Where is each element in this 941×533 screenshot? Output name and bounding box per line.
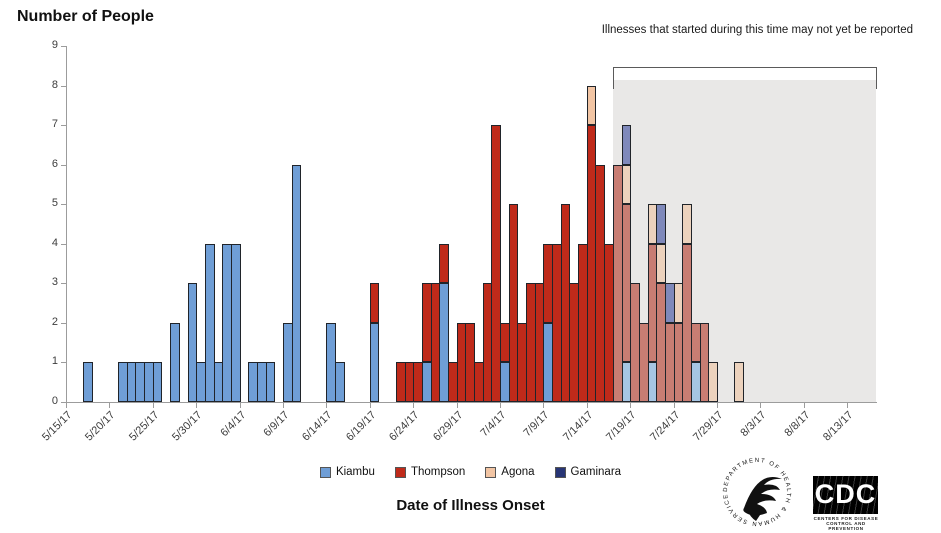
x-tick-mark xyxy=(500,403,501,408)
legend-label: Kiambu xyxy=(335,466,375,478)
y-tick-mark xyxy=(61,125,66,127)
x-axis-title: Date of Illness Onset xyxy=(396,497,545,514)
reporting-lag-bracket-left-end xyxy=(613,67,614,89)
x-tick-mark xyxy=(239,403,241,408)
bar-segment-kiambu xyxy=(291,164,302,402)
bar-segment-agona xyxy=(621,164,632,205)
bar-segment-agona xyxy=(656,243,666,284)
y-tick-mark xyxy=(61,243,66,245)
bar-segment-kiambu xyxy=(335,362,345,402)
agona-swatch-icon xyxy=(485,466,497,478)
x-tick-mark xyxy=(717,403,718,408)
x-tick-mark xyxy=(586,403,588,408)
bar-segment-gaminara xyxy=(656,204,666,244)
bar-segment-kiambu xyxy=(83,362,94,402)
bar-segment-kiambu xyxy=(230,243,241,402)
cdc-logo-text: CDC xyxy=(814,479,877,509)
x-tick-mark xyxy=(369,403,371,408)
reporting-lag-bracket xyxy=(613,67,877,68)
y-tick-label: 3 xyxy=(51,276,58,289)
bar-segment-thompson xyxy=(369,283,380,323)
x-tick-mark xyxy=(196,403,198,408)
reporting-lag-bracket-right-end xyxy=(876,67,877,89)
x-axis-line xyxy=(62,402,877,403)
x-tick-mark xyxy=(543,403,545,408)
bar-segment-agona xyxy=(734,362,745,402)
y-tick-mark xyxy=(61,85,66,87)
x-tick-mark xyxy=(630,403,632,408)
legend-label: Gaminara xyxy=(570,466,622,478)
y-tick-mark xyxy=(61,402,66,403)
y-tick-label: 8 xyxy=(51,78,58,91)
kiambu-swatch-icon xyxy=(319,466,331,478)
y-tick-label: 0 xyxy=(51,395,58,407)
bar-segment-agona xyxy=(682,204,692,244)
bar-segment-kiambu xyxy=(204,243,215,402)
hhs-eagle-icon xyxy=(743,476,782,521)
y-axis-line xyxy=(66,46,67,403)
reporting-lag-annotation: Illnesses that started during this time … xyxy=(601,24,913,36)
bar-segment-kiambu xyxy=(152,362,163,402)
bar-segment-thompson xyxy=(508,204,519,402)
x-tick-mark xyxy=(673,403,675,408)
legend-item-kiambu: Kiambu xyxy=(319,466,375,478)
bar-segment-gaminara xyxy=(621,125,632,165)
legend: Kiambu Thompson Agona Gaminara xyxy=(0,466,941,478)
thompson-swatch-icon xyxy=(394,466,406,478)
legend-item-gaminara: Gaminara xyxy=(554,466,622,478)
x-tick-mark xyxy=(109,403,111,408)
gaminara-swatch-icon xyxy=(554,466,566,478)
x-tick-mark xyxy=(803,403,805,408)
bar-segment-kiambu xyxy=(265,362,276,402)
bar-segment-kiambu xyxy=(170,322,180,402)
y-tick-label: 5 xyxy=(51,197,58,210)
y-tick-mark xyxy=(61,322,66,324)
y-tick-label: 9 xyxy=(51,39,58,52)
y-tick-mark xyxy=(61,204,66,206)
legend-label: Agona xyxy=(501,466,535,478)
y-tick-label: 4 xyxy=(51,236,58,249)
bar-segment-agona xyxy=(708,362,718,402)
x-tick-mark xyxy=(456,403,458,408)
bar-segment-thompson xyxy=(491,125,501,402)
bar-segment-agona xyxy=(586,85,597,126)
y-tick-label: 7 xyxy=(51,118,58,131)
y-tick-label: 1 xyxy=(51,355,58,368)
bar-segment-kiambu xyxy=(439,283,449,402)
x-tick-mark xyxy=(326,403,328,408)
y-tick-mark xyxy=(61,164,66,166)
legend-item-thompson: Thompson xyxy=(394,466,466,478)
y-tick-mark xyxy=(61,46,66,48)
bar-segment-kiambu xyxy=(187,283,198,402)
x-tick-mark xyxy=(152,403,154,408)
cdc-logo: CDC xyxy=(813,476,878,514)
x-tick-mark xyxy=(413,403,415,408)
y-tick-label: 6 xyxy=(51,157,58,170)
y-tick-label: 2 xyxy=(51,315,58,328)
bar-segment-thompson xyxy=(439,243,449,284)
x-tick-mark xyxy=(760,403,762,408)
x-tick-mark xyxy=(283,403,284,408)
y-axis-title: Number of People xyxy=(17,8,154,25)
cdc-logo-caption: Centers for Disease Control and Preventi… xyxy=(813,516,879,531)
hhs-logo: DEPARTMENT OF HEALTH & HUMAN SERVICES · … xyxy=(717,451,794,533)
legend-item-agona: Agona xyxy=(485,466,535,478)
x-tick-mark xyxy=(847,403,849,408)
bar-segment-kiambu xyxy=(369,322,380,402)
legend-label: Thompson xyxy=(410,466,466,478)
x-tick-mark xyxy=(66,403,67,408)
y-tick-mark xyxy=(61,283,66,285)
y-tick-mark xyxy=(61,362,66,364)
